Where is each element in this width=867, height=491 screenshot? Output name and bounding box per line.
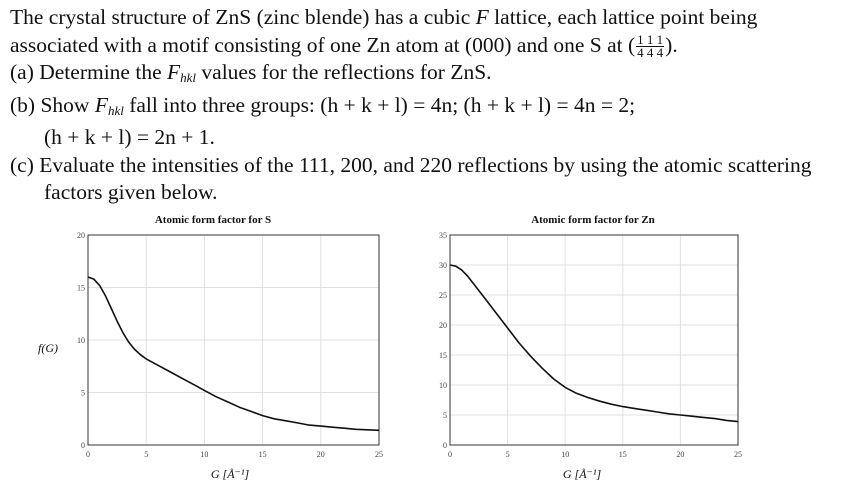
charts-area: 0 5 10 15 20 25 0 5 10 15 20 Atomic form factor for… (0, 210, 867, 491)
problem-line-2: associated with a motif consisting of on… (10, 32, 860, 60)
line1-tail: lattice, each lattice point being (488, 5, 758, 29)
line1-text: The crystal structure of ZnS (zinc blend… (10, 5, 476, 29)
part-c-line-2: factors given below. (44, 180, 218, 205)
y-tick-label: 25 (439, 291, 447, 300)
x-tick-label: 5 (144, 450, 148, 459)
form-factor-curve (87, 276, 380, 432)
line2-text: associated with a motif consisting of on… (10, 32, 636, 57)
x-tick-label: 15 (259, 450, 267, 459)
structure-factor-symbol: F (167, 60, 181, 85)
part-b-text: (b) Show (10, 92, 95, 117)
chart-s-form-factor: 0 5 10 15 20 25 0 5 10 15 20 Atomic form factor for… (38, 214, 383, 481)
chart-zn-form-factor: 0 5 10 15 20 25 0 5 10 15 20 25 30 35 Atomic form fact… (439, 214, 742, 481)
line2-tail: ). (665, 32, 678, 57)
x-tick-label: 0 (448, 450, 452, 459)
part-a-text: (a) Determine the (10, 60, 167, 85)
y-tick-label: 15 (77, 284, 85, 293)
hkl-subscript-b: hkl (107, 102, 124, 118)
part-c: (c) Evaluate the intensities of the 111,… (10, 152, 812, 177)
x-tick-label: 5 (506, 450, 510, 459)
y-tick-label: 0 (443, 441, 447, 450)
y-tick-label: 10 (77, 336, 85, 345)
x-tick-label: 25 (734, 450, 742, 459)
part-b-line-2: (h + k + l) = 2n + 1. (44, 125, 215, 150)
x-axis-label: G [Å⁻¹] (563, 467, 602, 481)
x-axis-label: G [Å⁻¹] (211, 467, 250, 481)
plot-frame (87, 234, 380, 446)
y-tick-label: 0 (81, 441, 85, 450)
fraction-numerator: 1 1 1 (636, 32, 665, 48)
y-tick-label: 5 (443, 411, 447, 420)
y-tick-label: 15 (439, 351, 447, 360)
y-axis-label: f(G) (38, 341, 58, 355)
problem-line-1: The crystal structure of ZnS (zinc blend… (10, 4, 860, 32)
y-tick-label: 10 (439, 381, 447, 390)
x-tick-label: 10 (200, 450, 208, 459)
y-tick-label: 35 (439, 231, 447, 240)
x-tick-label: 25 (375, 450, 383, 459)
form-factor-curve (449, 264, 739, 423)
part-a: (a) Determine the Fhkl values for the re… (10, 59, 860, 92)
part-b: (b) Show Fhkl fall into three groups: (h… (10, 92, 860, 125)
chart-title: Atomic form factor for Zn (531, 214, 655, 226)
chart-title: Atomic form factor for S (155, 214, 271, 226)
y-tick-label: 30 (439, 261, 447, 270)
x-tick-label: 20 (676, 450, 684, 459)
problem-text: The crystal structure of ZnS (zinc blend… (10, 4, 860, 207)
y-tick-label: 5 (81, 389, 85, 398)
x-tick-label: 10 (561, 450, 569, 459)
x-tick-label: 0 (86, 450, 90, 459)
y-tick-label: 20 (77, 231, 85, 240)
fraction-denominator: 4 4 4 (637, 45, 664, 61)
plot-frame (449, 234, 739, 446)
lattice-symbol: F (475, 5, 489, 29)
part-b-tail: fall into three groups: (h + k + l) = 4n… (123, 92, 636, 117)
x-tick-label: 20 (317, 450, 325, 459)
hkl-subscript: hkl (180, 70, 197, 86)
y-tick-label: 20 (439, 321, 447, 330)
x-tick-label: 15 (619, 450, 627, 459)
part-a-tail: values for the reflections for ZnS. (196, 60, 492, 85)
structure-factor-symbol-b: F (94, 92, 108, 117)
